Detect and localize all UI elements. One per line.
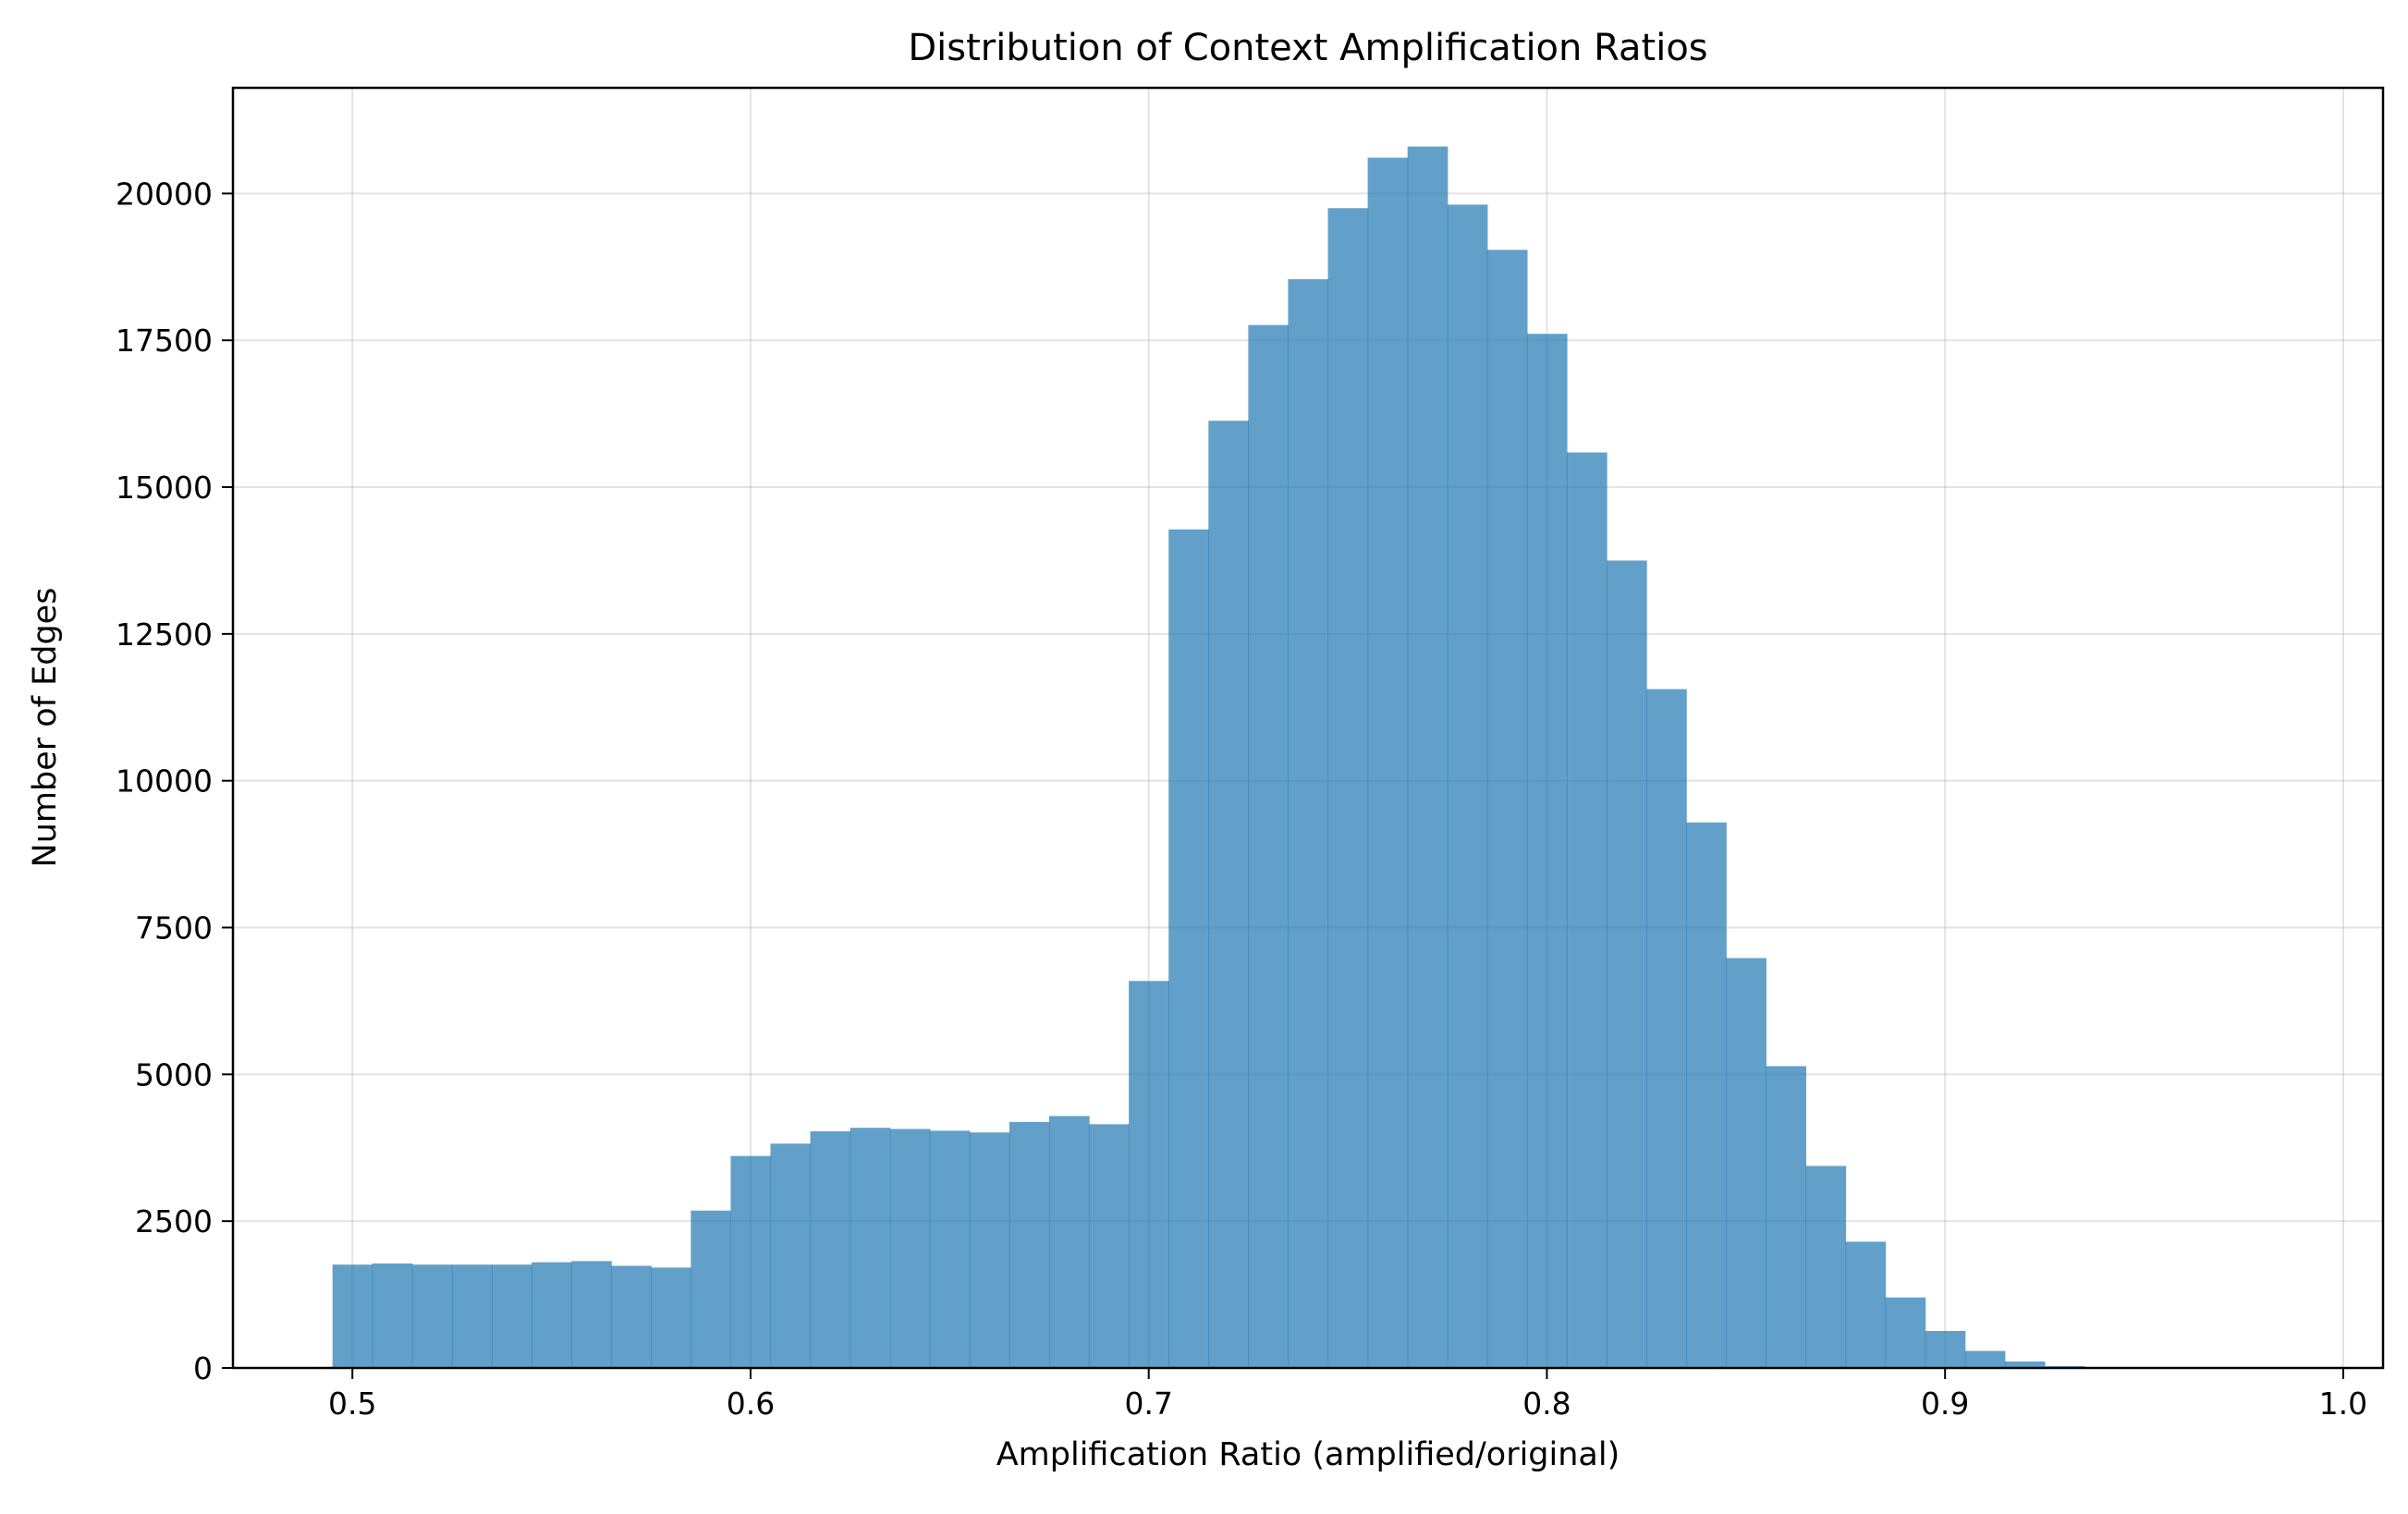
x-tick-label: 0.6 [727, 1386, 775, 1422]
x-tick-label: 0.8 [1522, 1386, 1571, 1422]
x-tick-label: 1.0 [2319, 1386, 2367, 1422]
histogram-bar [491, 1264, 532, 1368]
histogram-bar [1049, 1116, 1090, 1368]
histogram-bar [532, 1262, 572, 1368]
histogram-bar [929, 1130, 971, 1368]
y-tick-label: 5000 [135, 1056, 213, 1093]
histogram-bar [611, 1265, 652, 1368]
histogram-bar [1089, 1124, 1130, 1368]
histogram-bar [1288, 279, 1329, 1368]
histogram-bar [1168, 529, 1209, 1368]
y-tick-label: 10000 [116, 763, 213, 800]
histogram-bar [1129, 981, 1169, 1368]
y-tick-label: 7500 [135, 910, 213, 946]
histogram-bar [2004, 1361, 2046, 1368]
histogram-bar [770, 1143, 812, 1368]
x-tick-label: 0.9 [1921, 1386, 1969, 1422]
histogram-bar [730, 1155, 772, 1368]
histogram-bar [372, 1263, 413, 1368]
histogram-bar [1885, 1297, 1926, 1368]
x-axis-label: Amplification Ratio (amplified/original) [996, 1436, 1620, 1473]
histogram-bar [1526, 334, 1568, 1368]
histogram-bar [691, 1210, 732, 1368]
x-tick-label: 0.5 [328, 1386, 376, 1422]
histogram-bars [332, 146, 2284, 1369]
histogram-bar [1726, 958, 1766, 1368]
histogram-bar [1367, 157, 1409, 1368]
histogram-bar [571, 1261, 612, 1368]
histogram-bar [1008, 1121, 1050, 1368]
y-tick-label: 0 [193, 1350, 213, 1386]
y-axis-label: Number of Edges [27, 588, 64, 868]
histogram-bar [1566, 452, 1607, 1368]
x-tick-label: 0.7 [1124, 1386, 1172, 1422]
histogram-bar [1248, 324, 1290, 1369]
y-tick-label: 15000 [116, 470, 213, 506]
histogram-bar [1327, 208, 1369, 1368]
histogram-bar [1486, 250, 1528, 1368]
x-axis-ticks: 0.5 0.6 0.7 0.8 0.9 1.0 [328, 1368, 2367, 1422]
histogram-bar [1447, 204, 1488, 1368]
y-tick-label: 12500 [116, 617, 213, 653]
histogram-bar [332, 1264, 373, 1368]
histogram-bar [889, 1129, 931, 1368]
histogram-bar [1964, 1350, 2006, 1368]
histogram-bar [1845, 1241, 1887, 1368]
y-axis-ticks: 0 2500 5000 7500 10000 12500 15000 17500 20000 [116, 176, 233, 1386]
histogram-bar [1686, 822, 1727, 1368]
histogram-bar [1925, 1330, 1966, 1368]
histogram-bar [451, 1264, 493, 1368]
histogram-bar [1607, 560, 1647, 1368]
histogram-bar [1646, 689, 1687, 1368]
histogram-bar [1805, 1166, 1847, 1368]
y-tick-label: 2500 [135, 1203, 213, 1239]
histogram-bar [651, 1267, 691, 1368]
plot-frame [231, 86, 2385, 1370]
histogram-bar [810, 1130, 851, 1368]
histogram-bar [850, 1128, 891, 1368]
histogram-bar [1766, 1066, 1807, 1368]
histogram-bar [411, 1264, 453, 1368]
chart-title: Distribution of Context Amplification Ra… [908, 27, 1707, 69]
y-tick-label: 17500 [116, 323, 213, 359]
histogram-bar [969, 1132, 1010, 1368]
histogram-bar [1407, 146, 1448, 1368]
y-tick-label: 20000 [116, 176, 213, 212]
histogram-bar [1208, 421, 1249, 1368]
